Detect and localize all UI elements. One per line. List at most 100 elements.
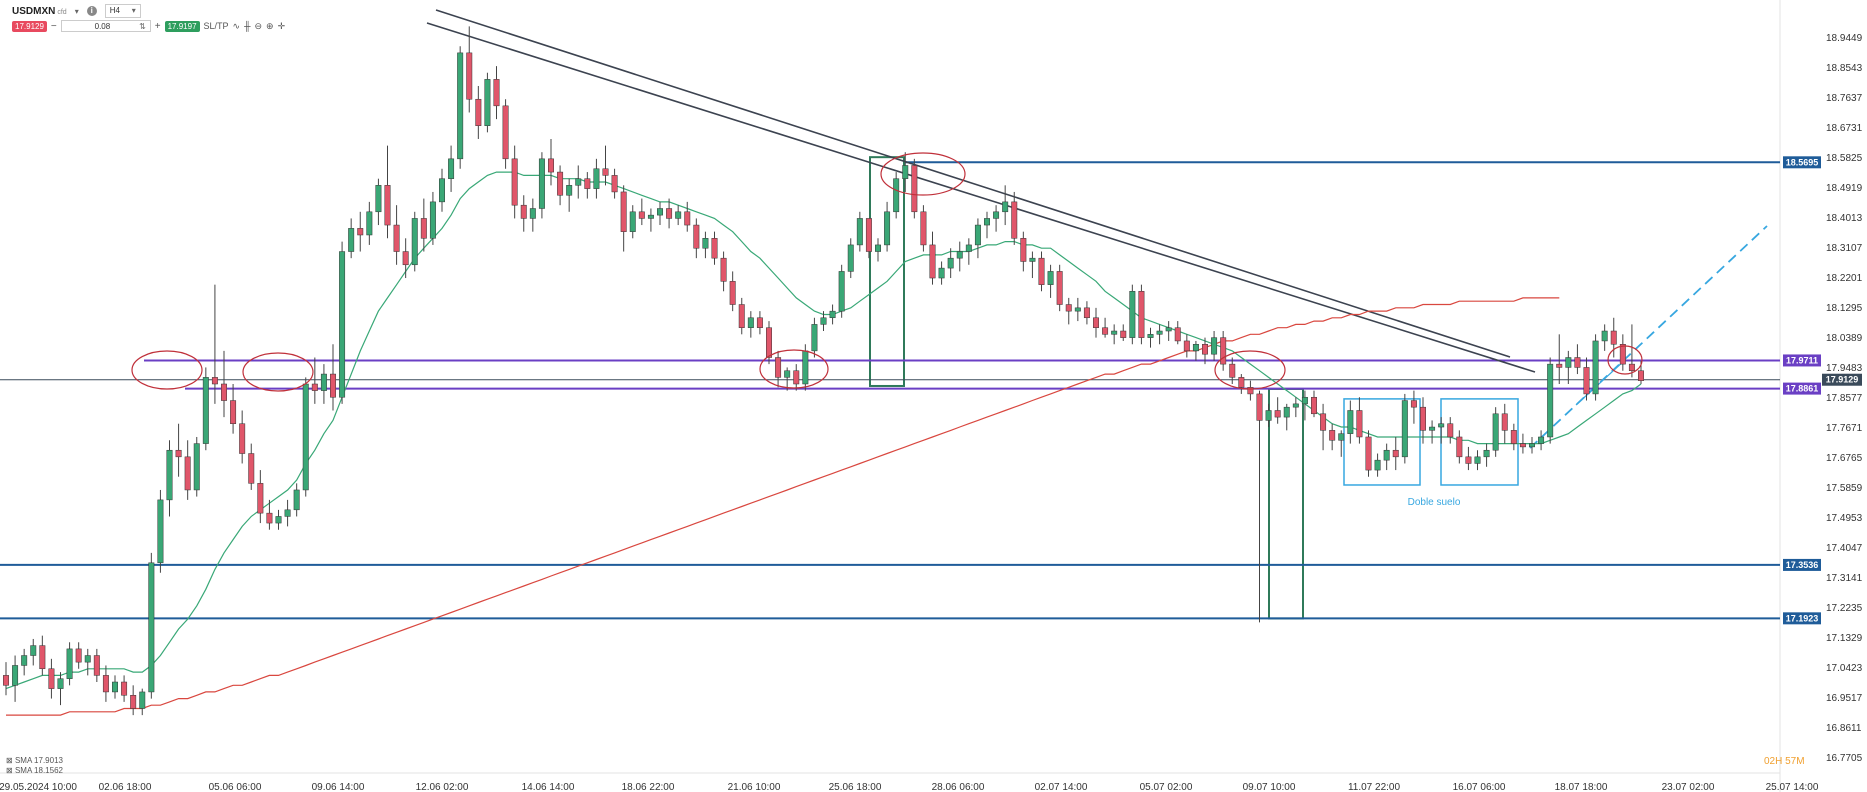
candle-body xyxy=(884,211,891,246)
candle-body xyxy=(811,324,818,352)
candle-body xyxy=(21,655,28,666)
y-tick-label: 17.5859 xyxy=(1826,483,1863,494)
highlight-ellipse xyxy=(880,152,966,196)
candle-body xyxy=(366,211,373,236)
y-tick-label: 18.1295 xyxy=(1826,303,1863,314)
y-tick-label: 17.0423 xyxy=(1826,663,1863,674)
candle-body xyxy=(193,443,200,491)
candle-body xyxy=(1074,307,1081,312)
candle-body xyxy=(1301,396,1308,405)
candle-body xyxy=(1538,436,1545,444)
candle-body xyxy=(1038,257,1045,285)
candlestick-icon[interactable]: ╫ xyxy=(244,21,251,31)
sell-price-button[interactable]: 17.9129 xyxy=(12,20,47,32)
candle-body xyxy=(1356,410,1363,438)
candle-body xyxy=(1020,238,1027,262)
candle-body xyxy=(202,377,209,444)
buy-price-button[interactable]: 17.9197 xyxy=(164,20,200,32)
x-tick-label: 14.06 14:00 xyxy=(522,782,575,792)
quantity-input[interactable]: 0.08 ⇅ xyxy=(60,20,151,32)
dashed-support-line xyxy=(1529,225,1768,449)
candle-body xyxy=(1547,363,1554,438)
candle-body xyxy=(756,317,763,328)
symbol-name[interactable]: USDMXN cfd xyxy=(12,6,67,17)
candle-body xyxy=(166,449,173,501)
candle-body xyxy=(647,214,654,219)
candle-body xyxy=(893,178,900,213)
decrease-quantity-button[interactable]: − xyxy=(50,20,57,32)
chevron-down-icon[interactable]: ▾ xyxy=(74,6,79,16)
y-tick-label: 18.5825 xyxy=(1826,153,1863,164)
candle-body xyxy=(693,224,700,249)
candle-body xyxy=(93,655,100,676)
candle-body xyxy=(275,516,282,524)
zoom-in-icon[interactable]: ⊕ xyxy=(266,20,274,31)
increase-quantity-button[interactable]: + xyxy=(154,20,161,32)
candle-body xyxy=(1401,400,1408,458)
sma-long-line xyxy=(6,297,1560,716)
legend-sma-long[interactable]: ⊠ SMA 18.1562 xyxy=(6,766,63,775)
candle-body xyxy=(838,271,845,312)
candle-body xyxy=(575,178,582,186)
y-tick-label: 18.7637 xyxy=(1826,93,1863,104)
candle-body xyxy=(1065,304,1072,312)
info-icon[interactable]: i xyxy=(86,6,97,16)
candle-body xyxy=(1192,344,1199,352)
zoom-out-icon[interactable]: ⊖ xyxy=(254,20,263,31)
x-tick-label: 05.06 06:00 xyxy=(209,782,262,792)
x-tick-label: 16.07 06:00 xyxy=(1453,782,1506,792)
candle-body xyxy=(484,79,491,126)
candle-body xyxy=(121,681,128,696)
line-chart-icon[interactable]: ∿ xyxy=(232,20,241,31)
x-tick-label: 18.06 22:00 xyxy=(622,782,675,792)
y-tick-label: 17.3141 xyxy=(1826,573,1863,584)
candle-body xyxy=(875,244,881,252)
x-tick-label: 25.07 14:00 xyxy=(1766,782,1819,792)
level-price-tag xyxy=(1783,612,1821,625)
timeframe-select[interactable]: H4 ▾ xyxy=(104,4,141,18)
x-tick-label: 29.05.2024 10:00 xyxy=(0,782,77,792)
candle-body xyxy=(1420,406,1426,431)
candle-body xyxy=(865,218,872,252)
candle-body xyxy=(1501,413,1508,431)
candle-body xyxy=(384,185,391,226)
candle-body xyxy=(1183,340,1190,352)
y-tick-label: 16.8611 xyxy=(1826,723,1862,734)
y-tick-label: 18.4919 xyxy=(1826,183,1863,194)
candle-body xyxy=(929,244,936,279)
quantity-value: 0.08 xyxy=(94,21,111,31)
x-tick-label: 21.06 10:00 xyxy=(728,782,781,792)
candle-body xyxy=(1438,423,1445,428)
candle-body xyxy=(284,509,291,517)
candle-body xyxy=(738,304,745,328)
candle-body xyxy=(793,370,800,385)
candle-body xyxy=(847,244,854,272)
crosshair-icon[interactable]: ✛ xyxy=(277,20,286,31)
candle-body xyxy=(1002,201,1009,213)
candle-body xyxy=(311,383,318,391)
candle-body xyxy=(84,655,91,663)
double-bottom-box-1 xyxy=(1343,398,1421,486)
candle-body xyxy=(1392,449,1399,458)
candle-body xyxy=(602,168,609,176)
sltp-button[interactable]: SL/TP xyxy=(203,21,229,31)
legend-sma-short[interactable]: ⊠ SMA 17.9013 xyxy=(6,756,63,765)
x-tick-label: 18.07 18:00 xyxy=(1555,782,1608,792)
candle-body xyxy=(1429,426,1436,431)
candle-body xyxy=(1492,413,1499,451)
candle-body xyxy=(993,211,1000,219)
symbol-label: USDMXN xyxy=(12,5,56,17)
current-price-label: 17.9129 xyxy=(1826,375,1859,385)
candle-body xyxy=(1265,410,1272,421)
candle-body xyxy=(211,377,218,385)
candle-body xyxy=(820,317,827,325)
candle-body xyxy=(1029,257,1036,262)
candle-body xyxy=(439,178,445,203)
y-tick-label: 17.2235 xyxy=(1826,603,1863,614)
candle-body xyxy=(593,168,600,189)
candle-body xyxy=(984,218,990,226)
candle-body xyxy=(802,350,809,385)
candle-body xyxy=(57,678,64,689)
level-price-tag xyxy=(1783,558,1821,571)
